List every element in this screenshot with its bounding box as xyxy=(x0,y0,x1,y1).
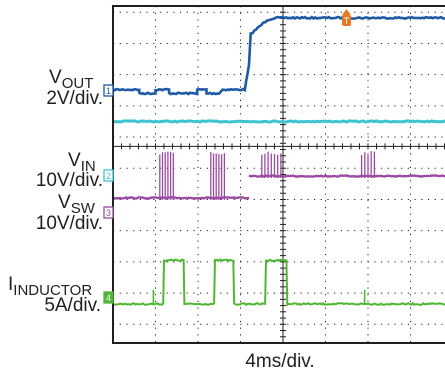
vsw-scale: 10V/div. xyxy=(36,213,103,234)
vin-trace xyxy=(112,119,445,124)
vsw-switching-bursts xyxy=(159,151,376,200)
channel-1-number: 1 xyxy=(106,86,111,96)
vout-trace xyxy=(112,15,445,96)
traces xyxy=(112,15,445,307)
channel-3-marker: 3 xyxy=(103,206,114,219)
channel-3-label: VSW 10V/div. xyxy=(36,192,103,234)
inductor-scale: 5A/div. xyxy=(44,295,101,316)
trigger-label: T xyxy=(344,16,350,26)
channel-4-marker: 4 xyxy=(103,291,114,304)
inductor-label: IINDUCTOR xyxy=(8,274,92,299)
vsw-trace xyxy=(112,196,250,200)
channel-1-marker: 1 xyxy=(103,84,114,97)
vsw-trace-after xyxy=(248,174,445,179)
channel-2-label: VIN 10V/div. xyxy=(36,150,103,191)
vsw-label: VSW xyxy=(58,192,96,217)
inductor-current-trace xyxy=(112,258,445,307)
channel-1-label: VOUT 2V/div. xyxy=(46,67,103,109)
vin-label: VIN xyxy=(68,150,96,175)
channel-2-number: 2 xyxy=(106,171,111,181)
channel-2-marker: 2 xyxy=(103,169,114,182)
vin-scale: 10V/div. xyxy=(36,170,103,191)
trigger-marker: T xyxy=(342,9,351,26)
channel-3-number: 3 xyxy=(106,208,111,218)
channel-4-number: 4 xyxy=(106,293,111,303)
vout-scale: 2V/div. xyxy=(46,88,103,109)
vout-label: VOUT xyxy=(49,67,93,92)
channel-4-label: IINDUCTOR 5A/div. xyxy=(8,274,101,316)
x-axis-label: 4ms/div. xyxy=(245,351,314,372)
